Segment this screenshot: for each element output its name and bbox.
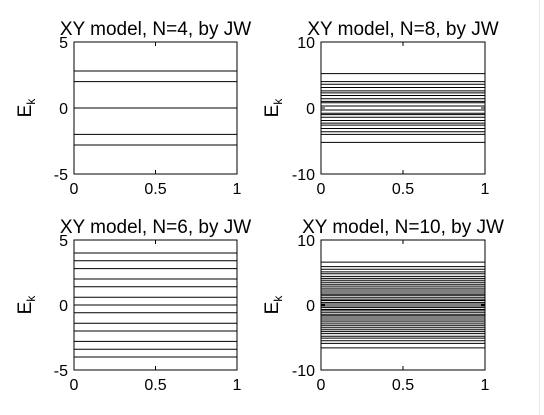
y-axis-label-main: E [262, 302, 283, 315]
y-tick-label: 5 [59, 233, 68, 250]
y-tick-label: 10 [297, 35, 315, 52]
y-tick-label: 0 [306, 101, 315, 118]
subplot-title: XY model, N=8, by JW [307, 19, 498, 40]
y-tick-label: 0 [59, 298, 68, 315]
x-tick-label: 0 [317, 181, 326, 198]
y-tick-label: -5 [54, 363, 68, 380]
y-tick-label: 0 [59, 101, 68, 118]
x-tick-label: 0.5 [392, 181, 414, 198]
y-axis-label-subscript: k [24, 98, 38, 105]
x-tick-label: 0 [70, 181, 79, 198]
x-tick-label: 0.5 [392, 377, 414, 394]
y-tick-label: 10 [297, 233, 315, 250]
subplot-title: XY model, N=10, by JW [302, 217, 504, 238]
y-tick-label: -10 [292, 363, 315, 380]
y-axis-label-main: E [262, 105, 283, 118]
x-tick-label: 1 [481, 377, 490, 394]
x-tick-label: 1 [233, 181, 242, 198]
y-axis-label: Ek [15, 295, 38, 315]
y-tick-label: 5 [59, 35, 68, 52]
axes-box [320, 41, 486, 175]
x-tick-label: 0 [70, 377, 79, 394]
x-tick-label: 0 [317, 377, 326, 394]
y-axis-label-main: E [15, 302, 36, 315]
x-tick-label: 0.5 [144, 377, 166, 394]
y-tick-label: -5 [54, 167, 68, 184]
y-axis-label-subscript: k [24, 295, 38, 302]
y-axis-label-subscript: k [271, 98, 285, 105]
window-edge-line [539, 0, 540, 415]
y-axis-label: Ek [15, 98, 38, 118]
x-tick-label: 0.5 [144, 181, 166, 198]
x-tick-label: 1 [233, 377, 242, 394]
y-axis-label-main: E [15, 105, 36, 118]
subplot-title: XY model, N=4, by JW [60, 19, 251, 40]
y-tick-label: -10 [292, 167, 315, 184]
y-tick-label: 0 [306, 298, 315, 315]
x-tick-label: 1 [481, 181, 490, 198]
axes-box [320, 239, 486, 371]
y-axis-label: Ek [262, 98, 285, 118]
y-axis-label: Ek [262, 295, 285, 315]
y-axis-label-subscript: k [271, 295, 285, 302]
subplot-title: XY model, N=6, by JW [60, 217, 251, 238]
